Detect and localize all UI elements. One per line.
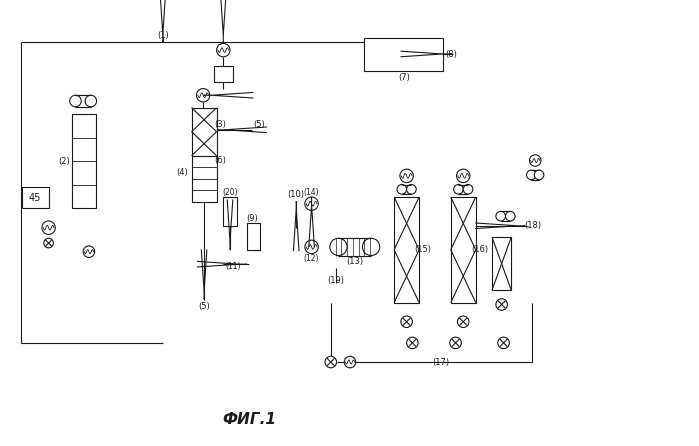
Text: (5): (5) [253, 120, 265, 129]
Bar [75, 95, 91, 107]
Circle shape [344, 356, 356, 368]
Bar [192, 108, 217, 156]
Circle shape [217, 43, 230, 57]
Text: (9): (9) [246, 214, 258, 223]
Ellipse shape [534, 170, 544, 180]
Circle shape [457, 316, 469, 327]
Bar [364, 37, 443, 71]
Text: (3): (3) [215, 120, 226, 129]
Circle shape [196, 88, 210, 102]
Bar [247, 223, 260, 250]
Bar [338, 238, 371, 256]
Bar [531, 170, 539, 180]
Ellipse shape [407, 185, 416, 194]
Circle shape [83, 246, 94, 257]
Bar [75, 95, 91, 107]
Ellipse shape [397, 185, 407, 194]
Bar [459, 185, 468, 194]
Ellipse shape [363, 238, 380, 256]
Text: (5): (5) [199, 302, 210, 311]
Circle shape [400, 169, 413, 182]
Circle shape [496, 299, 507, 310]
Bar [402, 185, 412, 194]
Text: (4): (4) [176, 169, 188, 178]
Circle shape [42, 221, 55, 235]
Bar [451, 197, 476, 302]
Circle shape [456, 169, 470, 182]
Text: (10): (10) [288, 190, 305, 198]
Ellipse shape [496, 211, 505, 221]
Ellipse shape [330, 238, 347, 256]
Bar [192, 156, 217, 202]
Circle shape [449, 337, 461, 349]
Bar [22, 187, 49, 208]
Text: (8): (8) [445, 50, 456, 59]
Circle shape [305, 240, 318, 254]
Circle shape [325, 356, 336, 368]
Bar [214, 66, 233, 82]
Bar [402, 185, 412, 194]
Bar [492, 237, 511, 290]
Bar [338, 238, 371, 256]
Text: (12): (12) [304, 254, 319, 263]
Text: (19): (19) [327, 276, 344, 285]
Ellipse shape [526, 170, 536, 180]
Bar [531, 170, 539, 180]
Circle shape [401, 316, 412, 327]
Circle shape [407, 337, 418, 349]
Ellipse shape [85, 95, 96, 107]
Ellipse shape [505, 211, 515, 221]
Ellipse shape [463, 185, 473, 194]
Text: (15): (15) [415, 245, 431, 254]
Circle shape [305, 197, 318, 211]
Text: (18): (18) [524, 221, 541, 230]
Text: (7): (7) [398, 74, 410, 83]
Text: (11): (11) [225, 262, 240, 271]
Bar [500, 211, 510, 221]
Text: (13): (13) [346, 257, 363, 266]
Bar [459, 185, 468, 194]
Bar [500, 211, 510, 221]
Text: (14): (14) [304, 188, 319, 197]
Text: (17): (17) [433, 358, 449, 367]
Ellipse shape [454, 185, 463, 194]
Bar [223, 197, 237, 226]
Text: ФИГ.1: ФИГ.1 [222, 412, 276, 427]
Text: (16): (16) [471, 245, 488, 254]
Circle shape [44, 238, 53, 248]
Circle shape [529, 155, 541, 166]
Text: (2): (2) [58, 157, 70, 166]
Circle shape [498, 337, 510, 349]
Text: (1): (1) [157, 31, 168, 40]
Bar [394, 197, 419, 302]
Text: 45: 45 [29, 193, 41, 203]
Bar [71, 115, 96, 208]
Ellipse shape [70, 95, 81, 107]
Text: (20): (20) [222, 188, 238, 197]
Text: (6): (6) [215, 156, 226, 165]
